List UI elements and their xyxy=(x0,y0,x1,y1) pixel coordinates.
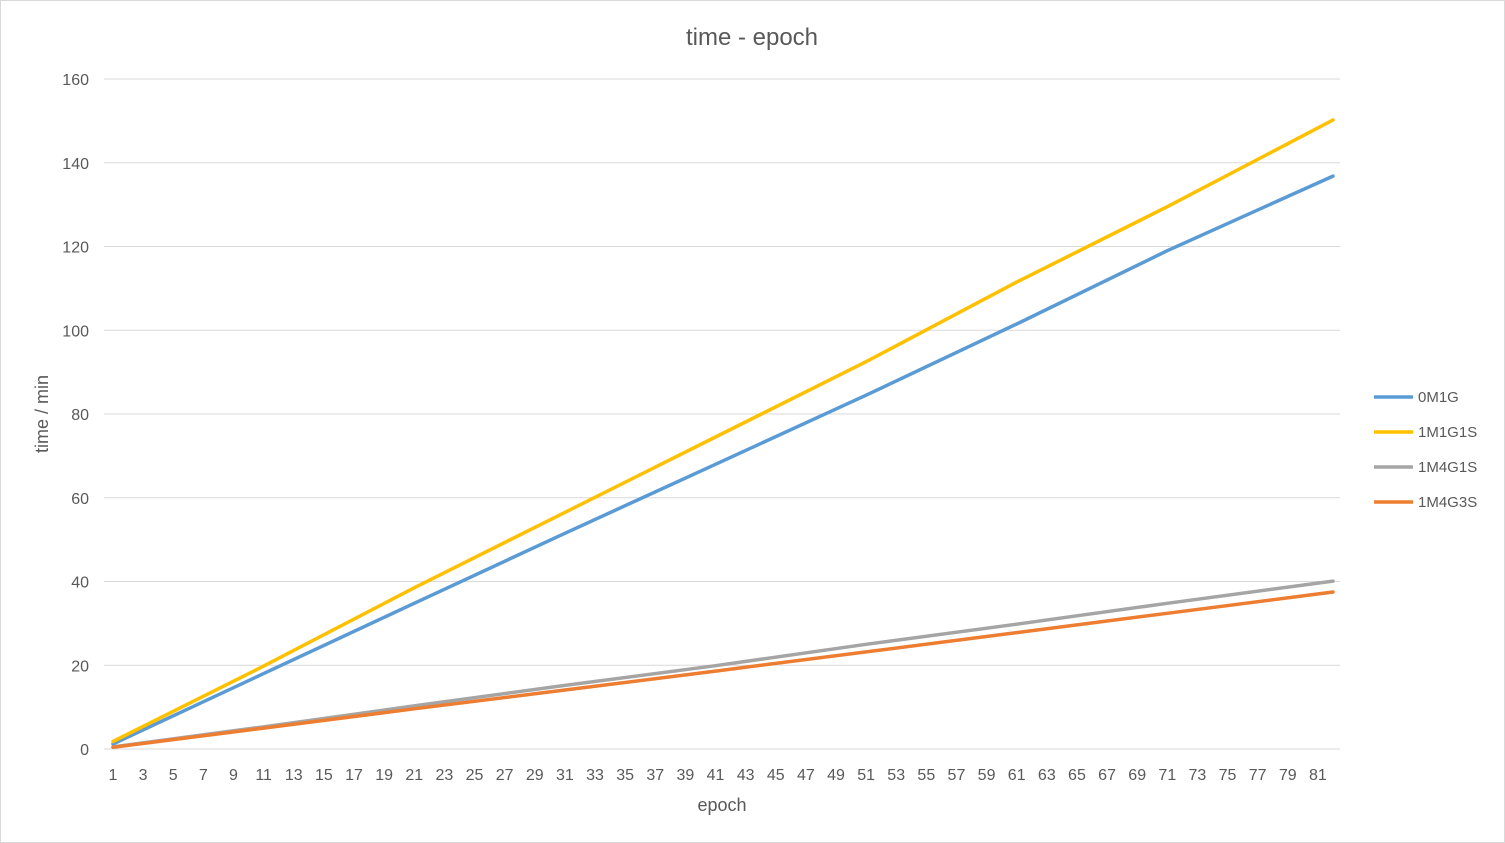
x-tick-label: 9 xyxy=(229,767,238,784)
x-tick-label: 67 xyxy=(1098,767,1116,784)
x-tick-label: 33 xyxy=(586,767,604,784)
x-tick-label: 29 xyxy=(526,767,544,784)
legend-item: 0M1G xyxy=(1374,389,1459,406)
x-tick-label: 19 xyxy=(375,767,393,784)
x-tick-label: 71 xyxy=(1158,767,1176,784)
x-tick-label: 75 xyxy=(1219,767,1237,784)
x-tick-label: 3 xyxy=(139,767,148,784)
legend-item: 1M1G1S xyxy=(1374,424,1477,441)
x-tick-label: 15 xyxy=(315,767,333,784)
y-tick-label: 0 xyxy=(80,742,89,759)
x-tick-label: 13 xyxy=(285,767,303,784)
x-tick-label: 11 xyxy=(255,767,272,784)
x-tick-label: 35 xyxy=(616,767,634,784)
x-tick-label: 61 xyxy=(1008,767,1026,784)
x-tick-label: 5 xyxy=(169,767,178,784)
chart-title: time - epoch xyxy=(686,24,818,51)
y-tick-label: 100 xyxy=(62,323,89,340)
legend-label: 1M4G3S xyxy=(1418,494,1477,511)
gridlines xyxy=(104,78,1340,750)
y-axis-title: time / min xyxy=(32,375,52,453)
x-tick-label: 73 xyxy=(1189,767,1207,784)
series-line-1M4G3S xyxy=(111,590,1335,750)
legend: 0M1G 1M1G1S 1M4G1S 1M4G3S xyxy=(1374,389,1477,511)
x-tick-label: 63 xyxy=(1038,767,1056,784)
x-tick-label: 41 xyxy=(707,767,725,784)
series-lines xyxy=(111,118,1335,750)
y-tick-label: 20 xyxy=(71,658,89,675)
x-tick-label: 47 xyxy=(797,767,815,784)
x-tick-label: 57 xyxy=(948,767,966,784)
y-tick-label: 160 xyxy=(62,72,89,89)
legend-label: 0M1G xyxy=(1418,389,1459,406)
x-axis-ticks: 1 3 5 7 9 11 13 15 17 19 21 23 25 27 29 31 33 35 37 39 41 43 4… xyxy=(109,767,1327,784)
x-tick-label: 27 xyxy=(496,767,514,784)
x-tick-label: 17 xyxy=(345,767,363,784)
y-tick-label: 40 xyxy=(71,575,89,592)
x-tick-label: 45 xyxy=(767,767,785,784)
legend-item: 1M4G3S xyxy=(1374,494,1477,511)
x-tick-label: 69 xyxy=(1128,767,1146,784)
x-tick-label: 79 xyxy=(1279,767,1297,784)
series-line-1M1G1S xyxy=(111,118,1335,744)
legend-label: 1M1G1S xyxy=(1418,424,1477,441)
x-tick-label: 43 xyxy=(737,767,755,784)
x-tick-label: 31 xyxy=(556,767,574,784)
x-tick-label: 53 xyxy=(887,767,905,784)
x-tick-label: 7 xyxy=(199,767,208,784)
y-tick-label: 140 xyxy=(62,156,89,173)
x-tick-label: 1 xyxy=(109,767,118,784)
x-tick-label: 55 xyxy=(917,767,935,784)
x-tick-label: 77 xyxy=(1249,767,1267,784)
y-tick-label: 80 xyxy=(71,407,89,424)
x-tick-label: 39 xyxy=(676,767,694,784)
series-line-0M1G xyxy=(111,174,1335,746)
x-tick-label: 59 xyxy=(978,767,996,784)
x-tick-label: 21 xyxy=(405,767,423,784)
series-line-1M4G1S xyxy=(111,579,1335,749)
y-tick-label: 120 xyxy=(62,240,89,257)
x-tick-label: 37 xyxy=(646,767,664,784)
y-tick-label: 60 xyxy=(71,491,89,508)
x-tick-label: 23 xyxy=(435,767,453,784)
x-tick-label: 49 xyxy=(827,767,845,784)
y-axis-ticks: 0 20 40 60 80 100 120 140 160 xyxy=(62,72,89,759)
legend-label: 1M4G1S xyxy=(1418,459,1477,476)
x-tick-label: 51 xyxy=(857,767,875,784)
x-tick-label: 65 xyxy=(1068,767,1086,784)
x-tick-label: 25 xyxy=(466,767,484,784)
x-tick-label: 81 xyxy=(1309,767,1327,784)
x-axis-title: epoch xyxy=(697,795,746,815)
legend-item: 1M4G1S xyxy=(1374,459,1477,476)
